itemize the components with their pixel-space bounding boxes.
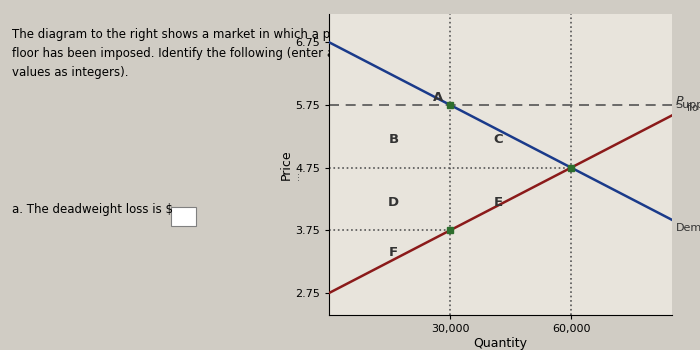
Text: P: P	[676, 95, 683, 108]
Text: Demar: Demar	[676, 223, 700, 233]
Text: F: F	[389, 246, 398, 259]
Text: E: E	[494, 196, 503, 209]
X-axis label: Quantity: Quantity	[473, 337, 528, 350]
Text: A: A	[433, 91, 443, 104]
Text: The diagram to the right shows a market in which a price
floor has been imposed.: The diagram to the right shows a market …	[13, 28, 352, 79]
Text: B: B	[389, 133, 398, 146]
Text: flo: flo	[687, 103, 699, 113]
Text: C: C	[494, 133, 503, 146]
Text: ...: ...	[290, 170, 301, 180]
FancyBboxPatch shape	[171, 206, 195, 226]
Text: Pflo: Pflo	[0, 349, 1, 350]
Text: Suppl: Suppl	[676, 100, 700, 110]
Text: D: D	[388, 196, 399, 209]
Y-axis label: Price: Price	[279, 149, 293, 180]
Text: a. The deadweight loss is $: a. The deadweight loss is $	[13, 203, 174, 216]
